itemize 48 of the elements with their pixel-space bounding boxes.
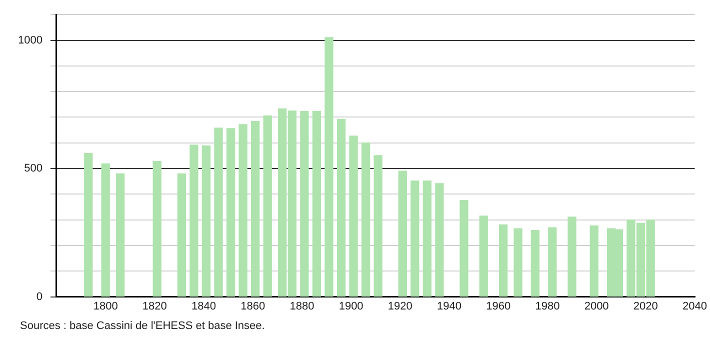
bar	[190, 144, 198, 297]
y-tick-label: 500	[24, 162, 42, 175]
bar	[214, 128, 223, 297]
x-tick-label: 1960	[486, 300, 511, 312]
bar	[116, 173, 125, 297]
bar	[349, 136, 358, 297]
y-tick-label: 1000	[18, 34, 42, 46]
bar	[361, 142, 370, 297]
x-tick-label: 1880	[290, 300, 314, 312]
bar	[514, 228, 522, 297]
bar	[548, 227, 557, 297]
x-tick-label: 1940	[437, 300, 462, 312]
x-tick-label: 2020	[633, 300, 658, 312]
bar	[590, 225, 598, 297]
x-tick-label: 2040	[682, 300, 708, 312]
bar	[422, 180, 432, 297]
bar	[312, 110, 322, 297]
bar	[336, 118, 346, 297]
bar	[152, 161, 162, 297]
bar	[498, 224, 508, 297]
bar	[410, 180, 420, 297]
x-tick-label: 1820	[142, 300, 167, 312]
bar	[374, 155, 382, 297]
x-tick-label: 1980	[535, 300, 560, 312]
bar	[568, 216, 576, 297]
bar	[263, 115, 272, 297]
x-tick-label: 1840	[192, 300, 216, 312]
bar	[202, 145, 211, 297]
bar	[324, 37, 334, 297]
x-tick-label: 2000	[584, 300, 609, 312]
bar	[84, 153, 93, 297]
bar	[238, 124, 248, 297]
y-tick-label: 0	[36, 290, 42, 303]
bar	[300, 110, 309, 297]
bar	[460, 200, 468, 297]
bar	[250, 120, 260, 297]
x-tick-label: 1800	[93, 300, 118, 312]
bar	[530, 230, 540, 297]
bar	[177, 173, 186, 297]
x-tick-label: 1920	[388, 300, 412, 312]
bar	[398, 170, 407, 297]
bar	[435, 183, 444, 297]
bar	[226, 128, 236, 297]
bar	[479, 216, 488, 297]
source-note: Sources : base Cassini de l'EHESS et base Insee.	[20, 320, 266, 332]
bar	[101, 163, 110, 297]
x-tick-label: 1860	[240, 300, 266, 312]
x-tick-label: 1900	[338, 300, 364, 312]
